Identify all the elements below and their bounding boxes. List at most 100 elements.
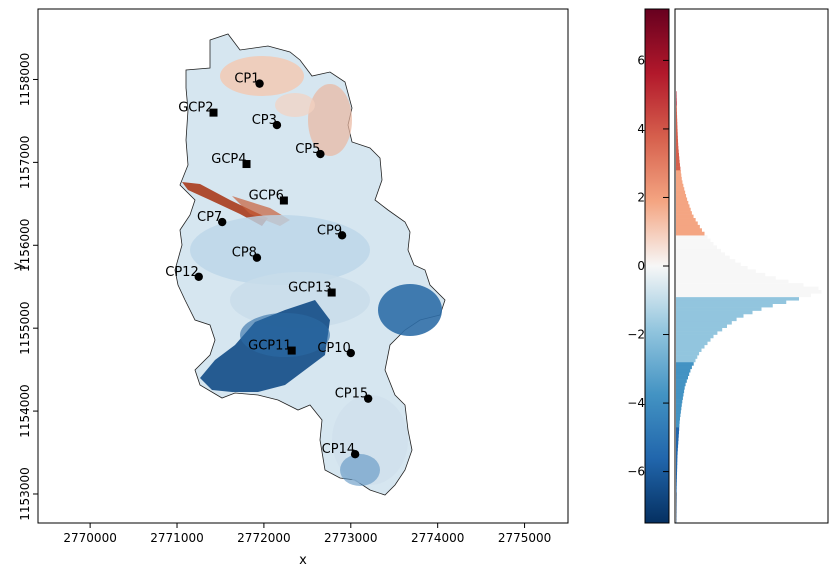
histogram-bar bbox=[676, 488, 677, 493]
gcp-marker bbox=[279, 196, 288, 205]
histogram-bar bbox=[676, 283, 804, 287]
histogram-bar bbox=[676, 245, 717, 250]
x-tick-label: 2772000 bbox=[237, 531, 290, 545]
point-label: GCP11 bbox=[248, 339, 292, 354]
histogram-bar bbox=[676, 111, 677, 116]
point-label: CP14 bbox=[322, 442, 355, 457]
colorbar-tick-label: −6 bbox=[627, 465, 645, 479]
y-tick-label: 1154000 bbox=[18, 384, 32, 437]
histogram-bar bbox=[676, 200, 689, 205]
histogram-bar bbox=[676, 115, 678, 119]
x-tick-label: 2771000 bbox=[150, 531, 203, 545]
histogram-bar bbox=[676, 173, 682, 178]
histogram-bar bbox=[676, 423, 680, 428]
histogram-bar bbox=[676, 382, 686, 387]
histogram-bar bbox=[676, 392, 684, 397]
histogram-bar bbox=[676, 413, 681, 418]
gcp-marker bbox=[287, 346, 296, 355]
checkpoint-marker bbox=[272, 120, 282, 130]
point-label: CP8 bbox=[232, 246, 257, 261]
map-points: CP1 GCP2 CP3 GCP4 CP5 GCP6 CP7 CP8 CP9 CP10 GCP11 C… bbox=[165, 72, 373, 459]
map-x-ticks: 2770000 2771000 2772000 2773000 2774000 27750… bbox=[63, 523, 551, 545]
histogram-bar bbox=[676, 385, 685, 390]
histogram-bar bbox=[676, 170, 681, 174]
point-label: GCP2 bbox=[178, 101, 213, 116]
histogram-bar bbox=[676, 433, 679, 438]
histogram-bar bbox=[676, 485, 677, 490]
y-tick-label: 1158000 bbox=[18, 53, 32, 106]
histogram-bar bbox=[676, 128, 678, 133]
histogram-bar bbox=[676, 324, 727, 328]
histogram-bar bbox=[676, 481, 677, 486]
histogram-bar bbox=[676, 259, 736, 263]
histogram-bar bbox=[676, 135, 678, 140]
histogram-bar bbox=[676, 296, 799, 301]
checkpoint-marker bbox=[217, 217, 227, 227]
histogram-bar bbox=[676, 180, 683, 185]
histogram-bar bbox=[676, 457, 678, 462]
histogram-bar bbox=[676, 166, 681, 171]
histogram-bar bbox=[676, 187, 685, 191]
point-label: GCP13 bbox=[288, 281, 332, 296]
y-tick-label: 1156000 bbox=[18, 219, 32, 272]
histogram-bar bbox=[676, 440, 679, 445]
histogram-bar bbox=[676, 269, 756, 274]
histogram-bar bbox=[676, 98, 677, 102]
histogram-bar bbox=[676, 375, 688, 380]
histogram-bar bbox=[676, 379, 687, 383]
histogram-bar bbox=[676, 317, 737, 322]
histogram-bar bbox=[676, 307, 762, 311]
checkpoint-marker bbox=[194, 272, 203, 281]
x-tick-label: 2775000 bbox=[498, 531, 551, 545]
histogram-bar bbox=[676, 348, 702, 352]
histogram-bar bbox=[676, 163, 680, 167]
histogram-bar bbox=[676, 409, 681, 414]
checkpoint-marker bbox=[346, 348, 355, 358]
histogram-bar bbox=[676, 478, 677, 483]
histogram-bar bbox=[676, 389, 685, 394]
histogram-bar bbox=[676, 334, 714, 339]
histogram-bar bbox=[676, 139, 679, 143]
histogram-bar bbox=[676, 293, 811, 298]
warm-zone-north bbox=[220, 56, 304, 96]
histogram-bar bbox=[676, 396, 683, 400]
histogram-bar bbox=[676, 142, 679, 147]
histogram-bar bbox=[676, 337, 711, 342]
histogram-bar bbox=[676, 266, 748, 270]
histogram-bar bbox=[676, 416, 680, 421]
histogram-bar bbox=[676, 104, 677, 109]
histogram-bar bbox=[676, 204, 690, 209]
histogram-bar bbox=[676, 310, 753, 315]
red-streak-west bbox=[182, 182, 268, 226]
histogram-bar bbox=[676, 224, 700, 229]
y-tick-label: 1157000 bbox=[18, 136, 32, 189]
histogram-bar bbox=[676, 406, 682, 411]
point-label: CP3 bbox=[252, 113, 277, 128]
histogram-bar bbox=[676, 122, 678, 126]
histogram-bar bbox=[676, 444, 679, 448]
y-tick-label: 1153000 bbox=[18, 467, 32, 520]
histogram-bar bbox=[676, 331, 718, 335]
histogram-bar bbox=[676, 344, 705, 349]
histogram-bar bbox=[676, 101, 677, 106]
checkpoint-marker bbox=[316, 149, 325, 159]
checkpoint-marker bbox=[255, 79, 264, 88]
histogram-bar bbox=[676, 427, 680, 431]
point-label: CP5 bbox=[295, 142, 320, 157]
histogram-bars bbox=[676, 91, 822, 524]
histogram-bar bbox=[676, 361, 694, 366]
histogram-bar bbox=[676, 351, 700, 356]
histogram-bar bbox=[676, 228, 702, 233]
point-label: GCP4 bbox=[211, 152, 246, 167]
colorbar-tick-label: 6 bbox=[637, 53, 645, 67]
histogram-bar bbox=[676, 214, 694, 219]
histogram-bar bbox=[676, 495, 677, 500]
gcp-marker bbox=[327, 288, 336, 297]
histogram-bar bbox=[676, 207, 691, 212]
histogram-bar bbox=[676, 447, 678, 452]
x-tick-label: 2770000 bbox=[63, 531, 116, 545]
histogram-bar bbox=[676, 365, 692, 370]
histogram-bar bbox=[676, 279, 789, 284]
map-x-axis-label: x bbox=[299, 553, 307, 568]
